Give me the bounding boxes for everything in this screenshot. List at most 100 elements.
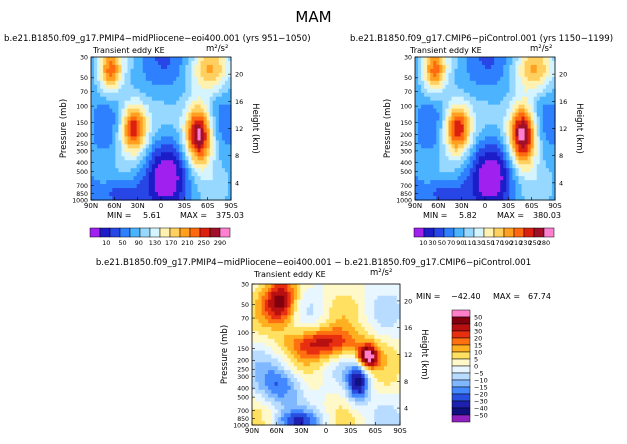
panel-1-cell bbox=[106, 164, 110, 169]
panel-1-max-value: 375.03 bbox=[216, 211, 244, 220]
panel-2-cell bbox=[515, 76, 520, 82]
panel-2-cell bbox=[500, 76, 504, 82]
panel-2-cell bbox=[551, 72, 556, 78]
panel-2-cell bbox=[460, 152, 465, 157]
panel-3-cell bbox=[374, 334, 379, 340]
panel-3-cell bbox=[255, 401, 260, 407]
panel-2-cell bbox=[472, 164, 477, 169]
panel-1-cell bbox=[200, 128, 205, 134]
panel-2-cell bbox=[445, 100, 450, 106]
panel-1-cell bbox=[191, 84, 196, 90]
panel-3-cell bbox=[313, 378, 317, 383]
panel-2-cell bbox=[515, 168, 520, 173]
panel-1-cell bbox=[173, 164, 177, 169]
panel-2-cell bbox=[469, 124, 474, 130]
panel-2-min-value: 5.82 bbox=[459, 211, 477, 220]
panel-1-cell bbox=[142, 136, 147, 142]
panel-1-cell bbox=[209, 136, 214, 142]
panel-3-cell bbox=[342, 315, 346, 320]
panel-2-cell bbox=[539, 104, 544, 110]
panel-2-cell bbox=[448, 132, 453, 138]
panel-3-cell bbox=[354, 291, 359, 297]
panel-2-cell bbox=[536, 188, 541, 193]
panel-3-cell bbox=[338, 299, 343, 305]
panel-2-cell bbox=[551, 132, 556, 138]
panel-3-cell bbox=[351, 342, 356, 348]
panel-1-cell bbox=[173, 108, 177, 114]
panel-3-cell bbox=[383, 350, 388, 356]
panel-2-cell bbox=[485, 180, 489, 185]
panel-3-cell bbox=[306, 342, 311, 348]
panel-3-cell bbox=[271, 358, 276, 363]
panel-2-cell bbox=[542, 156, 547, 161]
panel-3-cell bbox=[309, 331, 314, 336]
panel-3-cell bbox=[335, 409, 340, 414]
panel-1-cell bbox=[130, 144, 135, 149]
panel-1-cell bbox=[112, 196, 116, 201]
panel-3-cell bbox=[329, 327, 334, 332]
panel-3-cell bbox=[345, 381, 350, 387]
panel-2-cell bbox=[506, 172, 510, 177]
panel-3-cell bbox=[380, 315, 385, 320]
panel-2-cell bbox=[497, 96, 501, 102]
panel-2-cell bbox=[542, 180, 547, 185]
panel-1-cell bbox=[145, 57, 150, 62]
panel-2-cell bbox=[497, 136, 501, 142]
panel-3-cell bbox=[290, 389, 295, 395]
panel-1-cell bbox=[215, 112, 220, 118]
panel-1-cell bbox=[203, 108, 208, 114]
panel-2-cell bbox=[448, 76, 453, 82]
panel-3-cell bbox=[287, 378, 292, 383]
panel-1-cell bbox=[151, 80, 156, 86]
panel-2-cell bbox=[497, 92, 501, 98]
panel-3-cell bbox=[319, 401, 324, 407]
y2-tick-label: 8 bbox=[235, 152, 239, 160]
panel-2-cell bbox=[545, 168, 550, 173]
panel-1-cell bbox=[173, 104, 177, 110]
panel-1-cell bbox=[112, 180, 116, 185]
panel-1-cell bbox=[142, 188, 147, 193]
panel-3-cell bbox=[274, 287, 279, 293]
panel-3-cell bbox=[274, 393, 279, 399]
panel-1-cell bbox=[182, 80, 186, 86]
panel-1-cell bbox=[221, 92, 226, 98]
panel-1-cell bbox=[164, 60, 168, 66]
panel-2-cell bbox=[439, 136, 443, 142]
panel-3-cell bbox=[387, 319, 391, 324]
panel-1-cell bbox=[227, 176, 232, 181]
panel-3-cell bbox=[371, 389, 375, 395]
panel-2-cell bbox=[463, 72, 468, 78]
panel-1-cell bbox=[148, 160, 153, 165]
panel-1-cell bbox=[182, 180, 186, 185]
panel-3-cell bbox=[271, 389, 276, 395]
panel-1-cell bbox=[139, 148, 144, 153]
panel-3-cell bbox=[264, 378, 269, 383]
panel-2-cell bbox=[472, 100, 477, 106]
panel-2-cell bbox=[436, 172, 440, 177]
panel-1-cell bbox=[164, 84, 168, 90]
panel-1-cell bbox=[206, 116, 211, 122]
panel-3-cell bbox=[396, 401, 401, 407]
y-tick-label: 250 bbox=[400, 141, 412, 148]
panel-3-cell bbox=[377, 350, 382, 356]
panel-3-cell bbox=[303, 358, 308, 363]
panel-3-cell bbox=[297, 307, 301, 313]
panel-1-cell bbox=[170, 128, 174, 134]
panel-2-cell bbox=[454, 172, 459, 177]
panel-2-cell bbox=[433, 88, 437, 94]
panel-1-cell bbox=[209, 172, 214, 177]
panel-2-cell bbox=[509, 140, 513, 145]
panel-1-cell bbox=[173, 184, 177, 189]
panel-1-cell bbox=[176, 100, 180, 106]
panel-3-cell bbox=[300, 362, 305, 367]
panel-2-cell bbox=[424, 160, 428, 165]
panel-3-cell bbox=[252, 385, 256, 391]
panel-3-cell bbox=[277, 354, 282, 360]
panel-3-cell bbox=[252, 389, 256, 395]
panel-1-cell bbox=[203, 100, 208, 106]
panel-1-cell bbox=[206, 108, 211, 114]
panel-3-cell bbox=[348, 401, 353, 407]
panel-1-cell bbox=[130, 192, 135, 197]
panel-1-cell bbox=[224, 57, 229, 62]
panel-1-cell bbox=[133, 104, 138, 110]
